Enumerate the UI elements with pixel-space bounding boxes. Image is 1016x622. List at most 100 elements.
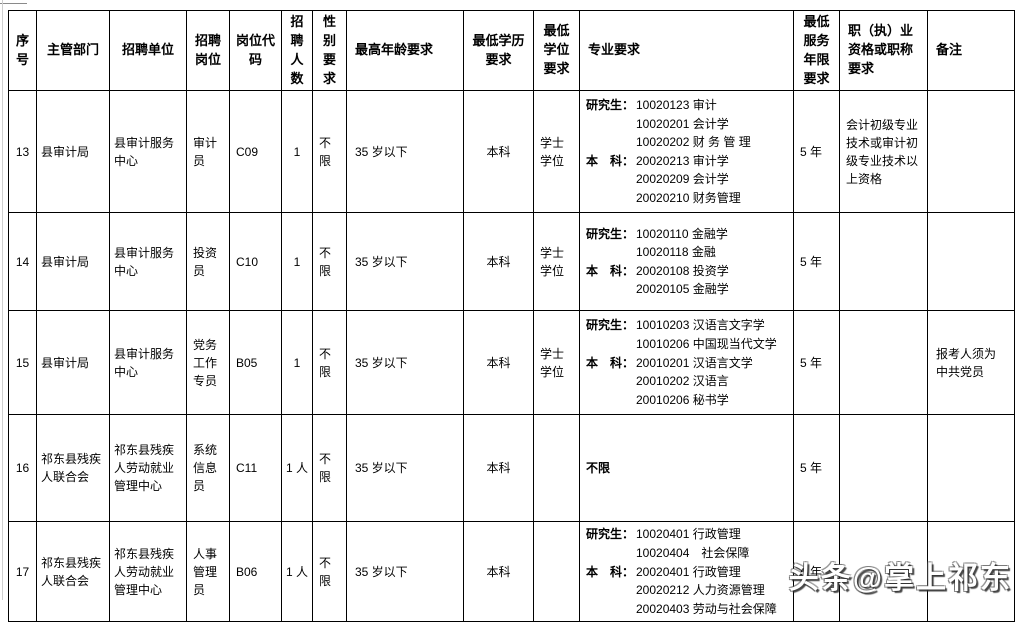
cell-index: 16 [8,414,37,523]
major-line: 10020404 社会保障 [586,544,789,563]
cell-remarks [927,212,1015,312]
cell-degree: 学士学位 [533,90,580,214]
major-line-text: 10010206 中国现当代文学 [636,336,777,351]
major-line: 10010206 中国现当代文学 [586,335,789,354]
major-line-text: 20020105 金融学 [636,282,729,297]
major-line-text: 10020202 财 务 管 理 [636,135,751,150]
col-header-unit: 招聘单位 [109,9,187,92]
cell-dept: 县审计局 [36,212,110,312]
cell-degree: 学士学位 [533,212,580,312]
cell-service-years: 5 年 [793,414,840,523]
cell-index: 15 [8,310,37,416]
cell-index: 13 [8,90,37,214]
col-header-education: 最低学历要求 [463,9,534,92]
major-line-text: 10020401 行政管理 [636,527,741,542]
major-line: 10020201 会计学 [586,115,789,134]
crop-fragment-horizontal-line [0,3,27,4]
major-line-label: 本 科： [586,153,635,168]
cell-gender: 不限 [312,521,347,622]
cell-code: C11 [229,414,282,523]
cell-major: 不限 [579,414,794,523]
cell-gender: 不限 [312,90,347,214]
major-line-label: 研究生： [586,226,635,241]
cell-service-years: 5 年 [793,310,840,416]
cell-gender: 不限 [312,414,347,523]
header-row: 序号 主管部门 招聘单位 招聘岗位 岗位代码 招聘人数 性别要求 最高年龄要求 … [8,9,1015,92]
major-line-text: 10020118 金融 [636,245,716,260]
table-row: 16 祁东县残疾人联合会 祁东县残疾人劳动就业管理中心 系统信息员 C11 1 … [8,414,1015,523]
cell-code: C09 [229,90,282,214]
cell-code: B06 [229,521,282,622]
col-header-remarks: 备注 [927,9,1015,92]
major-line: 20010206 秘书学 [586,391,789,410]
cell-degree: 学士学位 [533,310,580,416]
col-header-gender: 性别要求 [312,9,347,92]
cell-count: 1 [281,310,313,416]
cell-unit: 祁东县残疾人劳动就业管理中心 [109,414,187,523]
cell-index: 17 [8,521,37,622]
cell-qualification [839,414,928,523]
cell-remarks [927,90,1015,214]
major-line-label: 研究生： [586,527,635,542]
major-line-text: 10020123 审计 [636,98,717,113]
cell-education: 本科 [463,310,534,416]
cell-qualification: 会计初级专业技术或审计初级专业技术以上资格 [839,90,928,214]
major-line: 20020210 财务管理 [586,189,789,208]
cell-gender: 不限 [312,310,347,416]
cell-major: 研究生： 10020401 行政管理 10020404 社会保障 本 科： 2002… [579,521,794,622]
major-line: 20020212 人力资源管理 [586,581,789,600]
major-line-text: 10020404 社会保障 [636,545,750,560]
major-line-text: 20010206 秘书学 [636,392,729,407]
cell-gender: 不限 [312,212,347,312]
major-line-label: 本 科： [586,355,635,370]
cell-service-years: 5 年 [793,212,840,312]
major-line-text: 20020403 劳动与社会保障 [636,601,777,616]
cell-count: 1 人 [281,414,313,523]
major-line: 10020202 财 务 管 理 [586,133,789,152]
cell-code: C10 [229,212,282,312]
col-header-count: 招聘人数 [281,9,313,92]
cell-age: 35 岁以下 [346,521,464,622]
cell-post: 党务工作专员 [186,310,230,416]
cell-age: 35 岁以下 [346,212,464,312]
col-header-dept: 主管部门 [36,9,110,92]
major-line: 20020403 劳动与社会保障 [586,600,789,619]
cell-unit: 县审计服务中心 [109,212,187,312]
major-line-text: 10010203 汉语言文字学 [636,318,765,333]
cell-qualification [839,310,928,416]
major-line-label: 本 科： [586,564,635,579]
cell-count: 1 人 [281,521,313,622]
col-header-qualification: 职（执）业资格或职称要求 [839,9,928,92]
cell-count: 1 [281,90,313,214]
cell-unit: 县审计服务中心 [109,90,187,214]
cell-degree [533,521,580,622]
major-line-text: 10020201 会计学 [636,116,729,131]
cell-post: 投资员 [186,212,230,312]
major-line-text: 20020108 投资学 [636,263,729,278]
cell-unit: 县审计服务中心 [109,310,187,416]
major-line: 20020105 金融学 [586,280,789,299]
table-row: 14 县审计局 县审计服务中心 投资员 C10 1 不限 35 岁以下 本科 学… [8,212,1015,312]
col-header-age: 最高年龄要求 [346,9,464,92]
major-line-text: 20020209 会计学 [636,172,729,187]
table-row: 13 县审计局 县审计服务中心 审计员 C09 1 不限 35 岁以下 本科 学… [8,90,1015,214]
major-line-text: 20010202 汉语言 [636,374,729,389]
col-header-index: 序号 [8,9,37,92]
col-header-major: 专业要求 [579,9,794,92]
col-header-degree: 最低学位要求 [533,9,580,92]
major-line: 研究生： 10020123 审计 [586,96,789,115]
major-line-label: 研究生： [586,98,635,113]
major-line-text: 20010201 汉语言文学 [636,355,753,370]
cell-qualification [839,212,928,312]
crop-fragment-vertical-line [2,0,3,600]
cell-index: 14 [8,212,37,312]
table-row: 15 县审计局 县审计服务中心 党务工作专员 B05 1 不限 35 岁以下 本… [8,310,1015,416]
major-line-text: 20020210 财务管理 [636,191,741,206]
cell-code: B05 [229,310,282,416]
major-line-label: 本 科： [586,263,635,278]
major-line-text: 20020212 人力资源管理 [636,583,765,598]
major-line: 20020209 会计学 [586,170,789,189]
cell-age: 35 岁以下 [346,414,464,523]
major-line: 本 科： 20010201 汉语言文学 [586,354,789,373]
major-line: 研究生： 10010203 汉语言文字学 [586,316,789,335]
